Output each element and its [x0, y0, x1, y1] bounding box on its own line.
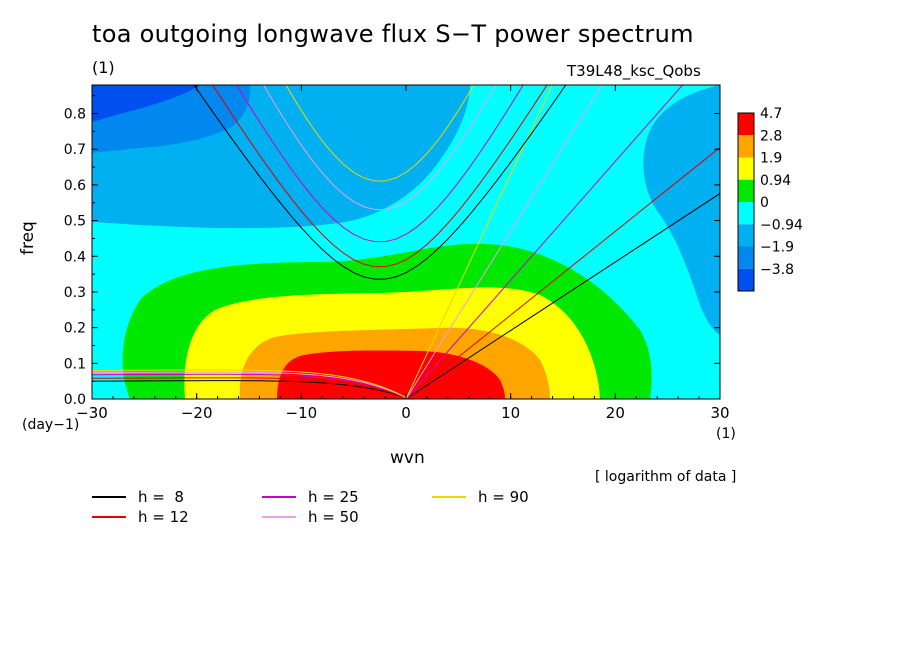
x-tick-label: −10 — [286, 404, 318, 422]
legend-label-h8: h = 8 — [138, 488, 184, 506]
colorbar-label: −1.9 — [760, 240, 794, 256]
colorbar-label: 2.8 — [760, 128, 782, 144]
legend-label-h90: h = 90 — [478, 488, 529, 506]
legend-label-h12: h = 12 — [138, 508, 189, 526]
colorbar-label: 1.9 — [760, 151, 782, 167]
colorbar-swatch — [738, 246, 754, 269]
x-tick-label: 20 — [606, 404, 625, 422]
y-tick-label: 0.3 — [64, 285, 86, 301]
data-note: [ logarithm of data ] — [595, 469, 737, 485]
y-tick-label: 0.8 — [64, 107, 86, 123]
y-tick-label: 0.2 — [64, 321, 86, 337]
kelvin-line-4 — [405, 85, 553, 399]
curve-legend: h = 8 h = 12 h = 25 h = 50 h = 90 — [92, 488, 652, 528]
y-tick-label: 0.1 — [64, 356, 86, 372]
legend-item-h12: h = 12 — [92, 508, 189, 526]
ig-curve-1 — [212, 85, 548, 268]
rossby-curve-2 — [92, 373, 407, 399]
ig-curve-3 — [263, 85, 497, 211]
y-tick-label: 0.6 — [64, 178, 86, 194]
colorbar-swatch — [738, 224, 754, 247]
y-tick-label: 0.7 — [64, 142, 86, 158]
ig-curve-4 — [285, 85, 475, 182]
kelvin-line-2 — [405, 85, 684, 399]
rossby-curve-3 — [92, 371, 407, 399]
colorbar-border — [737, 112, 755, 292]
title-unit: (1) — [92, 58, 115, 77]
colorbar-swatch — [738, 179, 754, 202]
dispersion-curves — [92, 85, 720, 399]
x-axis-unit: (1) — [716, 426, 736, 442]
x-axis-label: wvn — [390, 448, 425, 468]
experiment-label: T39L48_ksc_Qobs — [567, 62, 701, 80]
colorbar-swatch — [738, 157, 754, 180]
contour-region-dark-blue — [92, 85, 200, 122]
x-tick-label: −20 — [181, 404, 213, 422]
x-tick-label: 10 — [501, 404, 520, 422]
legend-item-h8: h = 8 — [92, 488, 184, 506]
rossby-curve-1 — [92, 377, 407, 399]
colorbar-swatch — [738, 268, 754, 291]
legend-swatch-h50 — [262, 516, 296, 518]
axes: −30 −20 −10 0 10 20 30 0.0 0.1 0.2 0.3 0.4 0.5 0.6 0.7… — [64, 85, 730, 422]
colorbar-label: 4.7 — [760, 106, 782, 122]
contour-region-light-blue-right — [643, 85, 720, 335]
kelvin-line-3 — [405, 85, 603, 399]
legend-swatch-h12 — [92, 516, 126, 518]
ig-curve-2 — [235, 85, 524, 243]
y-axis-label: freq — [18, 221, 38, 255]
power-spectrum-field — [92, 85, 720, 399]
kelvin-line-1 — [405, 147, 720, 399]
chart-title: toa outgoing longwave flux S−T power spe… — [92, 20, 694, 48]
colorbar-label: 0.94 — [760, 173, 791, 189]
legend-item-h25: h = 25 — [262, 488, 359, 506]
legend-item-h90: h = 90 — [432, 488, 529, 506]
colorbar-swatch — [738, 113, 754, 136]
kelvin-line-0 — [405, 193, 720, 399]
legend-swatch-h25 — [262, 496, 296, 498]
x-tick-label: 0 — [401, 404, 411, 422]
y-tick-label: 0.4 — [64, 249, 86, 265]
y-tick-label: 0.0 — [64, 392, 86, 408]
y-axis-unit: (day−1) — [22, 417, 80, 433]
colorbar-swatch — [738, 135, 754, 158]
colorbar-label: 0 — [760, 195, 769, 211]
legend-swatch-h8 — [92, 496, 126, 498]
colorbar: 4.7 2.8 1.9 0.94 0 −0.94 −1.9 −3.8 — [737, 106, 803, 292]
colorbar-label: −0.94 — [760, 217, 803, 233]
x-tick-label: 30 — [710, 404, 729, 422]
legend-label-h25: h = 25 — [308, 488, 359, 506]
colorbar-swatch — [738, 202, 754, 225]
colorbar-label: −3.8 — [760, 262, 794, 278]
legend-label-h50: h = 50 — [308, 508, 359, 526]
legend-item-h50: h = 50 — [262, 508, 359, 526]
y-tick-label: 0.5 — [64, 214, 86, 230]
x-tick-label: −30 — [76, 404, 108, 422]
contour-region-red — [277, 350, 505, 399]
rossby-curve-4 — [92, 369, 407, 399]
legend-swatch-h90 — [432, 496, 466, 498]
rossby-curve-0 — [92, 380, 407, 399]
